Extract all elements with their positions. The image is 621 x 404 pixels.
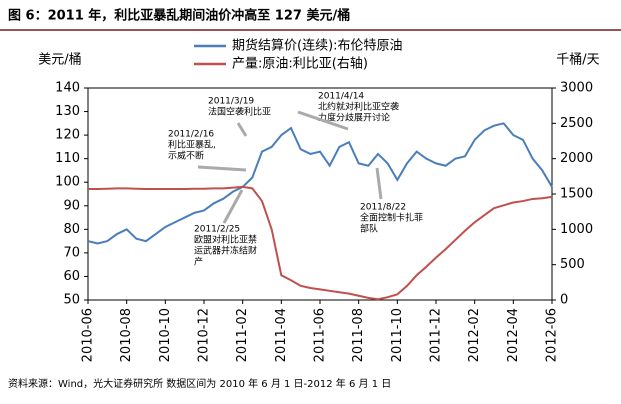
legend-label: 期货结算价(连续):布伦特原油 [232,38,403,54]
y2-axis-label: 千桶/天 [556,53,599,68]
x-tick-label: 2011-10 [390,308,405,362]
y-tick-label: 120 [55,128,80,143]
x-tick-label: 2011-08 [351,308,366,362]
series-line [88,185,553,301]
y-tick-label: 130 [55,104,80,119]
annotation: 2011/4/14 [318,92,364,102]
series-line [87,122,553,245]
annotation: 部队 [360,223,378,235]
y2-tick-label: 0 [560,293,568,308]
y-tick-label: 50 [63,293,80,308]
x-tick-label: 2012-04 [506,308,521,362]
y-tick-label: 90 [63,198,80,213]
annotation: 示威不断 [168,150,204,162]
x-tick-label: 2011-04 [274,308,289,362]
y-tick-label: 100 [55,175,80,190]
x-tick-label: 2010-08 [119,308,134,362]
x-tick-label: 2011-02 [235,308,250,362]
legend-label: 产量:原油:利比亚(右轴) [232,57,368,72]
x-tick-label: 2010-10 [158,308,173,362]
annotation: 力度分歧展开讨论 [318,112,390,124]
x-tick-label: 2011-12 [429,308,444,362]
annotation-arrow [236,122,248,137]
annotation: 北约就对利比亚空袭 [318,101,399,113]
y-tick-label: 140 [55,81,80,96]
annotation: 法国空袭利比亚 [208,106,271,118]
annotation: 2011/3/19 [208,97,254,107]
y-tick-label: 70 [63,245,80,260]
x-tick-label: 2010-12 [197,308,212,362]
y-tick-label: 60 [63,269,80,284]
y2-tick-label: 2500 [560,116,593,131]
annotation-arrow [197,165,247,172]
x-tick-label: 2012-02 [467,308,482,362]
annotation: 欧盟对利比亚禁 [194,234,257,246]
annotation: 产 [194,256,203,268]
y2-tick-label: 2000 [560,151,593,166]
x-tick-label: 2010-06 [81,308,96,362]
annotation: 2011/2/25 [194,225,240,235]
y2-tick-label: 1000 [560,222,593,237]
x-tick-label: 2012-06 [545,308,560,362]
annotation: 2011/8/22 [360,203,406,213]
annotation: 2011/2/16 [168,130,214,140]
annotation: 运武器并冻结财 [194,245,257,257]
y-tick-label: 110 [55,151,80,166]
chart-title: 图 6：2011 年，利比亚暴乱期间油价冲高至 127 美元/桶 [8,8,350,24]
y2-tick-label: 500 [560,257,585,272]
y-tick-label: 80 [63,222,80,237]
annotation-arrow [297,110,349,131]
y-axis-label: 美元/桶 [38,53,81,68]
annotation: 全面控制卡扎菲 [360,212,423,224]
y2-tick-label: 1500 [560,187,593,202]
annotation-arrow [375,167,383,200]
y2-tick-label: 3000 [560,81,593,96]
source: 资料来源：Wind，光大证券研究所 数据区间为 2010 年 6 月 1 日-2… [8,377,391,390]
annotation-arrow [222,189,244,224]
annotation: 利比亚暴乱, [168,139,216,151]
x-tick-label: 2011-06 [313,308,328,362]
